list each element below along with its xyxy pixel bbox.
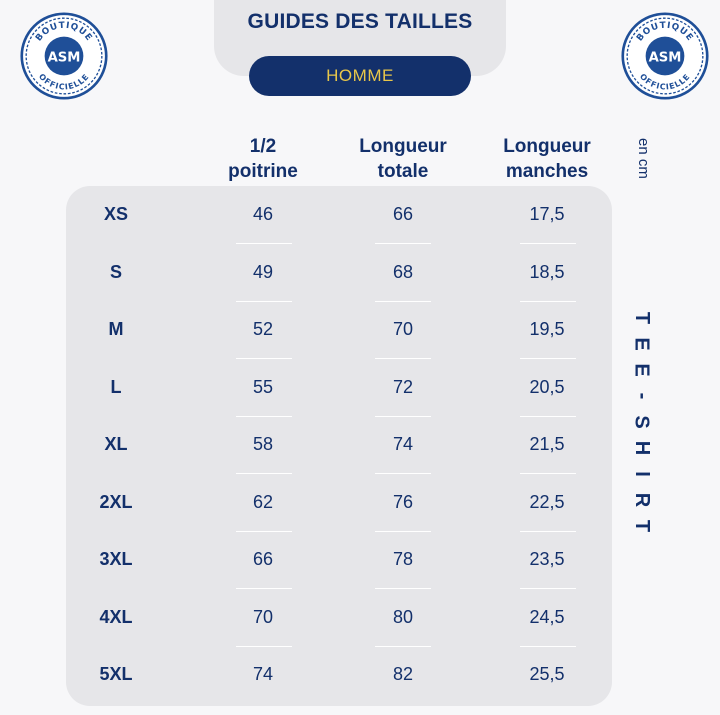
measurement-value: 24,5 <box>529 606 565 627</box>
measurement-value: 70 <box>392 319 414 339</box>
size-label: XS <box>103 204 128 224</box>
table-row: 3XL 66 78 23,5 <box>0 544 720 589</box>
measurement-value: 18,5 <box>529 261 565 282</box>
row-divider <box>375 473 431 474</box>
table-row: 4XL 70 80 24,5 <box>0 602 720 647</box>
measurement-value: 74 <box>392 434 414 454</box>
row-divider <box>520 358 576 359</box>
row-divider <box>520 415 576 417</box>
side-label-letter: I <box>631 471 653 477</box>
row-divider <box>236 473 292 474</box>
measurement-value: 52 <box>252 319 274 339</box>
size-label: 2XL <box>99 491 133 512</box>
row-divider <box>375 243 431 244</box>
side-label-letter: H <box>630 440 653 456</box>
category-label: HOMME <box>326 66 394 85</box>
measurement-value: 62 <box>252 491 274 512</box>
measurement-value: 20,5 <box>529 376 565 397</box>
size-label: 4XL <box>99 606 133 627</box>
row-divider <box>375 530 431 532</box>
measurement-value: 82 <box>392 664 414 684</box>
column-header-half-chest: 1/2 poitrine <box>203 134 323 184</box>
side-label-letter: T <box>631 519 653 533</box>
measurement-value: 23,5 <box>529 549 565 569</box>
logo-monogram: ASM <box>649 50 682 65</box>
row-divider <box>236 530 292 532</box>
table-row: 2XL 62 76 22,5 <box>0 487 720 532</box>
column-header-line2: totale <box>377 161 429 182</box>
size-label: XL <box>104 434 128 454</box>
measurement-value: 55 <box>252 376 274 397</box>
row-divider <box>375 645 431 647</box>
side-label-letter: T <box>631 311 653 325</box>
size-table-panel <box>66 186 612 706</box>
measurement-value: 66 <box>252 549 274 569</box>
row-divider <box>236 300 292 302</box>
measurement-value: 22,5 <box>529 491 565 512</box>
size-label: 3XL <box>99 549 133 569</box>
measurement-value: 78 <box>392 549 414 569</box>
row-divider <box>236 645 292 647</box>
measurement-value: 80 <box>392 606 414 627</box>
side-label-letter: S <box>631 415 653 429</box>
column-header-line1: 1/2 <box>249 136 277 157</box>
measurement-value: 68 <box>392 261 414 282</box>
row-divider <box>520 243 576 244</box>
row-divider <box>520 588 576 589</box>
size-label: S <box>109 261 122 282</box>
row-divider <box>375 415 431 417</box>
side-label-letter: E <box>631 363 653 377</box>
boutique-officielle-logo-left: BOUTIQUE OFFICIELLE ASM <box>20 12 108 100</box>
row-divider <box>375 588 431 589</box>
row-divider <box>520 300 576 302</box>
size-label: M <box>108 319 124 339</box>
measurement-value: 76 <box>392 491 414 512</box>
measurement-value: 70 <box>252 606 274 627</box>
row-divider <box>375 300 431 302</box>
side-label-letter: E <box>631 337 653 351</box>
measurement-value: 74 <box>252 664 274 684</box>
column-header-line2: manches <box>505 161 589 182</box>
row-divider <box>236 415 292 417</box>
table-row: M 52 70 19,5 <box>0 314 720 359</box>
measurement-value: 17,5 <box>529 204 565 224</box>
size-label: 5XL <box>99 664 133 684</box>
unit-label: en cm <box>635 138 652 179</box>
column-header-line1: Longueur <box>503 136 591 157</box>
side-label-letter: - <box>630 392 653 400</box>
column-header-total-length: Longueur totale <box>338 134 468 184</box>
column-header-line1: Longueur <box>359 136 447 157</box>
logo-monogram: ASM <box>48 50 81 65</box>
row-divider <box>520 473 576 474</box>
measurement-value: 46 <box>252 204 274 224</box>
column-header-sleeve-length: Longueur manches <box>482 134 612 184</box>
row-divider <box>236 358 292 359</box>
measurement-value: 21,5 <box>529 434 565 454</box>
measurement-value: 66 <box>392 204 414 224</box>
column-header-line2: poitrine <box>228 161 298 182</box>
boutique-officielle-logo-right: BOUTIQUE OFFICIELLE ASM <box>621 12 709 100</box>
measurement-value: 19,5 <box>529 319 565 339</box>
measurement-value: 58 <box>252 434 274 454</box>
row-divider <box>520 530 576 532</box>
table-row: XL 58 74 21,5 <box>0 429 720 474</box>
row-divider <box>375 358 431 359</box>
row-divider <box>520 645 576 647</box>
category-pill: HOMME <box>249 56 471 96</box>
row-divider <box>236 243 292 244</box>
table-row: S 49 68 18,5 <box>0 257 720 302</box>
table-row: L 55 72 20,5 <box>0 372 720 417</box>
row-divider <box>236 588 292 589</box>
measurement-value: 49 <box>252 261 274 282</box>
page-title: GUIDES DES TAILLES <box>247 10 473 33</box>
size-label: L <box>110 376 122 397</box>
measurement-value: 72 <box>392 376 414 397</box>
measurement-value: 25,5 <box>529 664 565 684</box>
side-label-letter: R <box>630 492 653 508</box>
table-row: 5XL 74 82 25,5 <box>0 659 720 689</box>
table-row: XS 46 66 17,5 <box>0 199 720 244</box>
